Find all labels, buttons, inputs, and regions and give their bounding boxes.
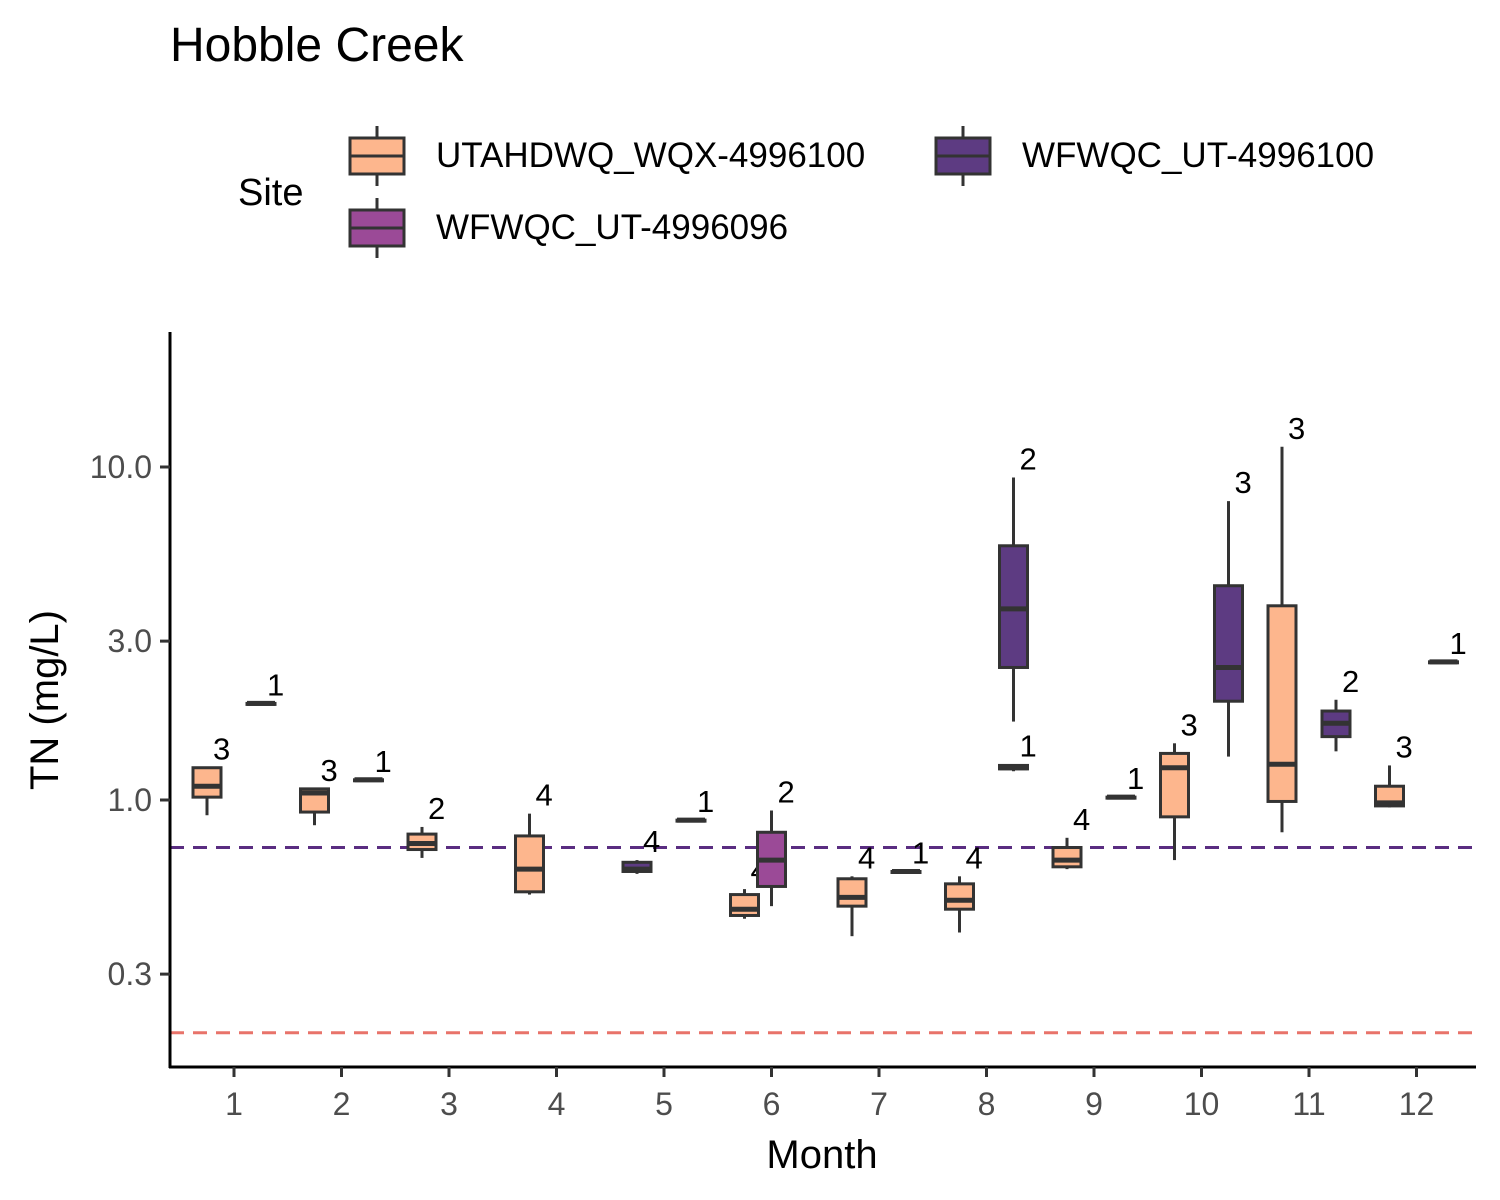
axes: 0.31.03.010.01 2 3 4 5 6 7 8 9 10 11 12 xyxy=(90,332,1476,1122)
box-UTAHDWQ_WQX-4996100-m12: 3 xyxy=(1374,729,1413,808)
box-WFWQC_UT-4996100-m12: 1 xyxy=(1428,626,1467,665)
box-body xyxy=(1051,846,1083,869)
box-WFWQC_UT-4996100-m9: 1 xyxy=(1105,761,1144,800)
x-tick-label: 5 xyxy=(655,1086,673,1122)
y-tick-label: 3.0 xyxy=(108,623,152,659)
x-tick-label: 12 xyxy=(1399,1086,1435,1122)
legend-label: UTAHDWQ_WQX-4996100 xyxy=(436,136,866,175)
x-tick-label: 7 xyxy=(870,1086,888,1122)
legend-label: WFWQC_UT-4996096 xyxy=(436,208,789,247)
y-tick-label: 10.0 xyxy=(90,449,152,485)
box-WFWQC_UT-4996100-m11: 2 xyxy=(1320,664,1359,752)
box-WFWQC_UT-4996100-m5: 4 xyxy=(621,824,660,874)
x-axis-title: Month xyxy=(766,1133,877,1177)
sample-count-label: 2 xyxy=(1020,441,1037,476)
chart-title: Hobble Creek xyxy=(170,19,464,72)
sample-count-label: 4 xyxy=(536,778,553,813)
box-WFWQC_UT-4996100-m10: 3 xyxy=(1213,465,1252,757)
sample-count-label: 3 xyxy=(213,732,230,767)
box-WFWQC_UT-4996096-m6: 2 xyxy=(756,774,795,907)
box-body xyxy=(1266,604,1298,803)
box-WFWQC_UT-4996100-m8: 2 xyxy=(998,441,1037,722)
box-WFWQC_UT-4996100-m2: 1 xyxy=(353,744,392,783)
sample-count-label: 3 xyxy=(1288,411,1305,446)
box-WFWQC_UT-4996100-m7: 1 xyxy=(890,835,929,874)
box-body xyxy=(1213,584,1244,703)
sample-count-label: 1 xyxy=(375,744,392,779)
legend-title: Site xyxy=(238,172,304,214)
sample-count-label: 1 xyxy=(1020,728,1037,763)
x-tick-label: 9 xyxy=(1085,1086,1103,1122)
box-body xyxy=(514,834,545,894)
legend-label: WFWQC_UT-4996100 xyxy=(1022,136,1375,175)
legend-key-box-icon xyxy=(934,126,992,186)
box-UTAHDWQ_WQX-4996100-m2: 3 xyxy=(299,753,338,826)
x-tick-label: 4 xyxy=(548,1086,566,1122)
box-body xyxy=(1159,751,1190,819)
sample-count-label: 3 xyxy=(1235,465,1252,500)
sample-count-label: 3 xyxy=(1181,707,1198,742)
sample-count-label: 2 xyxy=(778,774,795,809)
sample-count-label: 1 xyxy=(1450,626,1467,661)
reference-lines xyxy=(170,846,1476,1035)
x-tick-label: 2 xyxy=(333,1086,351,1122)
legend-item-utahdwq: UTAHDWQ_WQX-4996100 xyxy=(346,126,865,186)
box-WFWQC_UT-4996100-m5: 1 xyxy=(675,784,714,823)
sample-count-label: 2 xyxy=(1342,664,1359,699)
legend-key-box-icon xyxy=(348,126,406,186)
box-body xyxy=(836,877,868,908)
box-UTAHDWQ_WQX-4996100-m11: 3 xyxy=(1266,411,1305,833)
sample-count-label: 1 xyxy=(912,835,929,870)
box-UTAHDWQ_WQX-4996100-m9: 4 xyxy=(1051,802,1090,870)
box-UTAHDWQ_WQX-4996100-m8: 4 xyxy=(944,840,983,933)
sample-count-label: 1 xyxy=(1127,761,1144,796)
sample-count-label: 1 xyxy=(697,784,714,819)
sample-count-label: 4 xyxy=(643,824,660,859)
box-UTAHDWQ_WQX-4996100-m7: 4 xyxy=(836,840,875,937)
box-UTAHDWQ_WQX-4996100-m10: 3 xyxy=(1159,707,1198,861)
box-UTAHDWQ_WQX-4996100-m1: 3 xyxy=(191,732,230,816)
legend-item-wfwqc-4996100: WFWQC_UT-4996100 xyxy=(932,126,1374,186)
box-body xyxy=(729,893,760,917)
legend-key-box-icon xyxy=(348,198,406,258)
y-tick-label: 0.3 xyxy=(108,956,152,992)
y-axis-title: TN (mg/L) xyxy=(23,610,67,790)
x-tick-label: 10 xyxy=(1184,1086,1220,1122)
box-WFWQC_UT-4996100-m8: 1 xyxy=(998,728,1037,772)
sample-count-label: 3 xyxy=(321,753,338,788)
x-tick-label: 11 xyxy=(1292,1086,1325,1122)
x-tick-label: 6 xyxy=(763,1086,781,1122)
sample-count-label: 1 xyxy=(267,667,284,702)
sample-count-label: 4 xyxy=(966,840,983,875)
boxplots: 33244444333211411121321 xyxy=(191,411,1467,937)
y-tick-label: 1.0 xyxy=(108,782,152,818)
sample-count-label: 4 xyxy=(858,840,875,875)
box-UTAHDWQ_WQX-4996100-m3: 2 xyxy=(406,791,445,858)
box-body xyxy=(944,882,975,911)
sample-count-label: 2 xyxy=(428,791,445,826)
box-body xyxy=(191,766,223,799)
box-UTAHDWQ_WQX-4996100-m4: 4 xyxy=(514,778,553,895)
legend-item-wfwqc-4996096: WFWQC_UT-4996096 xyxy=(346,198,788,258)
sample-count-label: 4 xyxy=(1073,802,1090,837)
box-WFWQC_UT-4996100-m1: 1 xyxy=(245,667,284,706)
x-tick-label: 8 xyxy=(978,1086,996,1122)
x-tick-label: 3 xyxy=(440,1086,458,1122)
sample-count-label: 3 xyxy=(1396,729,1413,764)
x-tick-label: 1 xyxy=(225,1086,243,1122)
